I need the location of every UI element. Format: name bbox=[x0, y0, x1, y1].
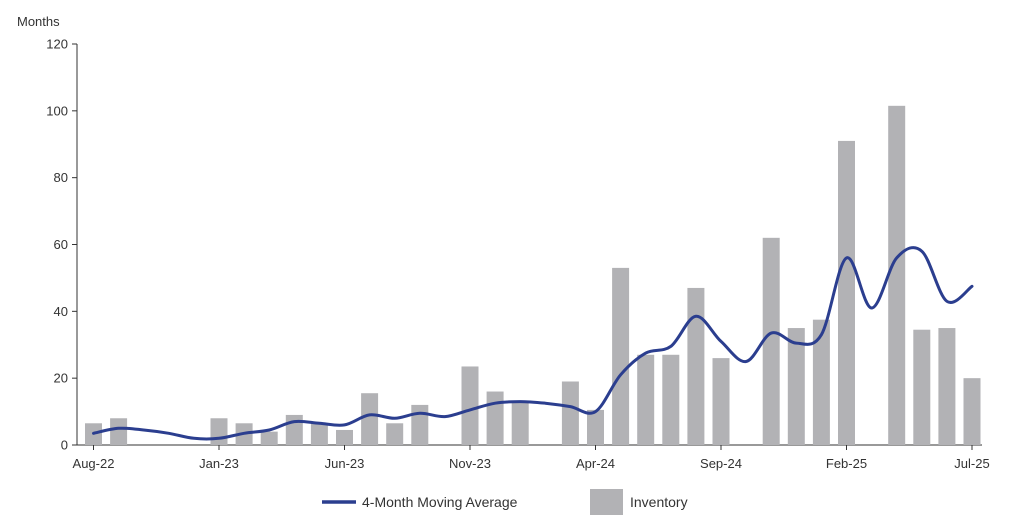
y-tick-label: 40 bbox=[54, 304, 68, 319]
x-tick-label: Jun-23 bbox=[325, 456, 365, 471]
moving-average-line bbox=[92, 246, 974, 441]
inventory-bar bbox=[411, 404, 429, 445]
x-tick-label: Jan-23 bbox=[199, 456, 239, 471]
inventory-bar bbox=[888, 105, 906, 445]
y-axis: 0 20 40 60 80 100 120 bbox=[46, 37, 78, 453]
legend-bar-swatch bbox=[590, 489, 623, 515]
inventory-bar bbox=[386, 423, 404, 445]
inventory-bar bbox=[712, 358, 730, 445]
legend: 4-Month Moving Average Inventory bbox=[322, 489, 688, 515]
inventory-bar bbox=[938, 328, 956, 445]
inventory-bar bbox=[561, 381, 579, 445]
x-tick-label: Jul-25 bbox=[954, 456, 989, 471]
inventory-bar bbox=[612, 267, 630, 445]
inventory-bar bbox=[913, 329, 931, 445]
x-tick-label: Aug-22 bbox=[73, 456, 115, 471]
x-tick-label: Sep-24 bbox=[700, 456, 742, 471]
bars bbox=[85, 105, 981, 446]
legend-bar-label: Inventory bbox=[630, 494, 688, 510]
inventory-bar bbox=[210, 418, 228, 445]
y-tick-label: 80 bbox=[54, 170, 68, 185]
inventory-bar bbox=[687, 287, 705, 445]
y-tick-label: 100 bbox=[46, 103, 68, 118]
inventory-bar bbox=[310, 423, 328, 445]
x-tick-label: Nov-23 bbox=[449, 456, 491, 471]
inventory-bar bbox=[637, 354, 655, 445]
inventory-bar bbox=[662, 354, 680, 445]
inventory-bar bbox=[461, 366, 479, 445]
inventory-bar bbox=[812, 319, 830, 445]
x-tick-label: Apr-24 bbox=[576, 456, 615, 471]
moving-average-layer bbox=[92, 246, 974, 441]
legend-line-label: 4-Month Moving Average bbox=[362, 494, 518, 510]
inventory-bar bbox=[336, 429, 353, 445]
inventory-bar bbox=[260, 431, 278, 445]
inventory-bar bbox=[486, 391, 504, 445]
y-tick-label: 60 bbox=[54, 237, 68, 252]
inventory-bar bbox=[285, 414, 303, 445]
inventory-bar bbox=[762, 237, 780, 445]
x-axis: Aug-22 Jan-23 Jun-23 Nov-23 Apr-24 Sep-24 Feb-… bbox=[73, 444, 990, 471]
y-tick-label: 120 bbox=[46, 37, 68, 52]
inventory-bar bbox=[587, 409, 604, 445]
x-tick-label: Feb-25 bbox=[826, 456, 867, 471]
y-tick-label: 20 bbox=[54, 371, 68, 386]
inventory-bar bbox=[787, 328, 805, 445]
inventory-bar bbox=[963, 378, 981, 445]
inventory-bar bbox=[838, 140, 855, 446]
inventory-bar bbox=[110, 418, 128, 445]
inventory-bar bbox=[511, 401, 529, 445]
inventory-bar bbox=[361, 393, 379, 445]
y-tick-label: 0 bbox=[61, 438, 68, 453]
y-axis-title: Months bbox=[17, 14, 60, 29]
